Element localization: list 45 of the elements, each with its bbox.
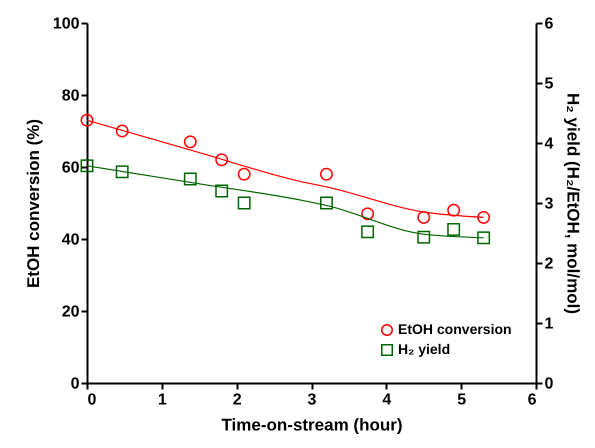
x-axis-title: Time-on-stream (hour) <box>221 416 403 434</box>
point <box>320 196 333 210</box>
y2-tick-label: 4 <box>544 136 554 152</box>
point <box>417 230 430 244</box>
y2-axis-title: H₂ yield (H₂/EtOH, mol/mol) <box>563 92 582 314</box>
y-tick-label: 0 <box>70 376 80 392</box>
point <box>80 114 94 127</box>
point <box>215 153 228 166</box>
point <box>447 222 460 236</box>
y-axis-title: EtOH conversion (%) <box>24 118 43 288</box>
y2-tick-label: 3 <box>544 196 554 212</box>
y-tick-label: 80 <box>62 88 80 104</box>
y2-tick-label: 6 <box>544 16 554 32</box>
x-tick-label: 2 <box>232 392 242 408</box>
x-tick-label: 1 <box>158 392 167 408</box>
y-tick-label: 20 <box>62 304 80 320</box>
x-tick-label: 5 <box>457 392 466 408</box>
y2-tick-label: 0 <box>544 376 554 392</box>
point <box>238 168 251 181</box>
y2-tick-label: 1 <box>544 316 554 332</box>
point <box>477 231 490 244</box>
x-tick-label: 4 <box>382 392 392 408</box>
y-tick-label: 100 <box>52 16 80 32</box>
point <box>184 135 197 148</box>
y-tick-label: 60 <box>62 160 80 176</box>
point <box>238 196 251 210</box>
point <box>361 225 374 238</box>
x-tick-label: 6 <box>528 392 537 408</box>
point <box>361 207 374 220</box>
y2-tick-label: 5 <box>544 76 554 92</box>
point <box>320 168 333 181</box>
legend-label: H₂ yield <box>398 341 450 357</box>
point <box>447 204 460 217</box>
point <box>477 210 490 224</box>
point <box>116 165 129 178</box>
x-tick-label: 3 <box>308 392 317 408</box>
point <box>215 184 228 198</box>
legend-label: EtOH conversion <box>398 321 512 337</box>
y-tick-label: 40 <box>62 232 80 248</box>
y2-tick-label: 2 <box>544 256 554 272</box>
x-tick-label: 0 <box>88 392 96 408</box>
point <box>184 172 197 186</box>
point <box>116 124 129 138</box>
point <box>417 210 430 224</box>
point <box>80 159 94 172</box>
